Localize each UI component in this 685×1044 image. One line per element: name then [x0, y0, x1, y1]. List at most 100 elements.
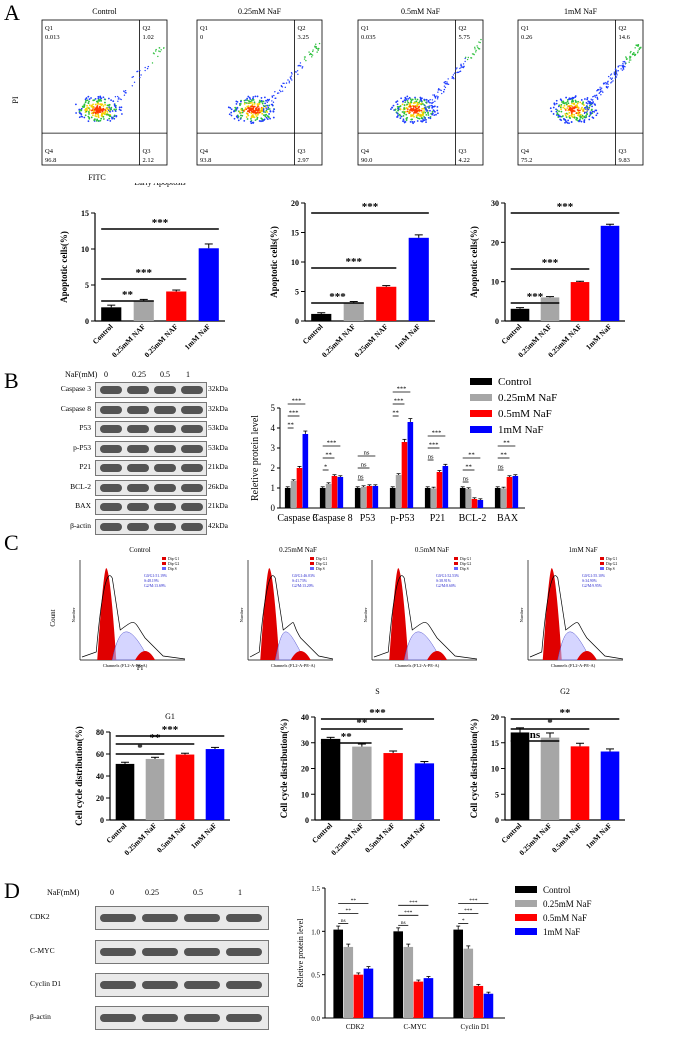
- flow-dot: [119, 109, 122, 112]
- flow-dot: [585, 111, 587, 114]
- flow-dot: [583, 116, 586, 119]
- flow-dot: [256, 116, 259, 119]
- blot-d-protein-label: Cyclin D1: [30, 979, 62, 988]
- cycle-histogram-line: [529, 575, 624, 660]
- flow-dot: [588, 106, 591, 109]
- flow-dot: [268, 113, 271, 115]
- blot-band: [181, 405, 203, 414]
- bar-g2: [510, 732, 530, 820]
- flow-dot: [309, 53, 311, 56]
- flow-dot: [402, 100, 404, 103]
- flow-dot: [572, 106, 574, 109]
- flow-dot: [411, 108, 414, 111]
- y-tick-label: 10: [491, 278, 499, 287]
- blot-d-row: Cyclin D1: [25, 973, 280, 997]
- flow-dot: [99, 96, 102, 98]
- flow-dot: [405, 107, 408, 109]
- flow-dot: [429, 115, 432, 118]
- flow-dot: [113, 108, 116, 111]
- blot-b-header: NaF(mM): [65, 370, 98, 379]
- flow-dot: [104, 98, 107, 101]
- significance-label: **: [122, 289, 134, 301]
- cycle-legend-swatch: [310, 557, 314, 560]
- flow-dot: [613, 71, 616, 73]
- flow-dot: [281, 90, 284, 92]
- flow-dot: [592, 102, 594, 105]
- flow-dot: [403, 121, 406, 124]
- flow-dot: [420, 115, 423, 118]
- flow-dot: [589, 111, 592, 114]
- flow-dot: [592, 96, 594, 98]
- flow-dot: [107, 97, 110, 100]
- flow-dot: [613, 73, 616, 76]
- flow-dot: [615, 72, 618, 75]
- cycle-legend-swatch: [310, 567, 314, 570]
- blot-band: [184, 914, 220, 922]
- flow-dot: [594, 94, 596, 97]
- flow-dot: [638, 48, 641, 51]
- flow-dot: [88, 108, 91, 111]
- bar-protein_b: [465, 489, 472, 508]
- flow-dot: [287, 79, 289, 81]
- flow-dot: [317, 49, 319, 52]
- panel-label-b: B: [4, 368, 19, 393]
- y-tick-label: 0: [495, 317, 499, 326]
- significance-label: ***: [409, 900, 418, 906]
- flow-dot: [235, 100, 238, 103]
- flow-dot: [580, 108, 583, 110]
- y-axis-label-early: Apoptotic cells(%): [59, 231, 69, 303]
- bar-g1: [205, 749, 225, 820]
- flow-dot: [278, 92, 280, 94]
- flow-dot: [100, 117, 103, 120]
- flow-dot: [581, 106, 583, 109]
- flow-dot: [271, 104, 274, 107]
- flow-dot: [106, 119, 109, 122]
- flow-q2-label: Q2: [143, 25, 151, 32]
- flow-dot: [87, 102, 90, 104]
- x-category-label: C-MYC: [404, 1023, 427, 1031]
- flow-dot: [97, 112, 99, 114]
- flow-dot: [573, 110, 576, 113]
- blot-band: [100, 405, 122, 414]
- flow-dot: [614, 74, 617, 77]
- flow-dot: [94, 98, 97, 100]
- blot-band: [100, 444, 122, 453]
- flow-dot: [559, 105, 562, 108]
- x-tick-label: Control: [499, 322, 523, 346]
- flow-dot: [249, 120, 252, 123]
- blot-b-row: BCL-2 26kDa: [45, 479, 260, 496]
- flow-dot: [229, 107, 232, 109]
- flow-dot: [86, 99, 89, 102]
- blot-band: [154, 386, 176, 394]
- flow-dot: [104, 101, 106, 104]
- significance-label: ***: [557, 201, 574, 213]
- flow-dot: [452, 74, 455, 76]
- flow-dot: [616, 70, 618, 72]
- legend-label: 0.25mM NaF: [498, 392, 557, 404]
- flow-dot: [416, 98, 419, 101]
- flow-dot: [396, 100, 399, 103]
- flow-dot: [93, 118, 96, 121]
- flow-dot: [435, 113, 437, 116]
- flow-dot: [398, 113, 401, 116]
- significance-label: ns: [530, 729, 541, 741]
- x-tick-label: 0.25mM NaF: [517, 821, 553, 857]
- flow-dot: [104, 103, 107, 106]
- bar-protein_b: [500, 488, 507, 508]
- y-tick-label: 1.5: [311, 885, 320, 893]
- significance-label: **: [465, 464, 472, 471]
- flow-dot: [254, 95, 257, 98]
- flow-dot: [429, 98, 431, 101]
- flow-dot: [78, 110, 81, 113]
- flow-dot: [109, 120, 112, 122]
- cycle-plot-title: 0.5mM NaF: [415, 546, 449, 554]
- significance-label: **: [341, 731, 353, 743]
- flow-dot: [418, 117, 421, 120]
- y-axis-label-protein_d: Reletive protein level: [296, 918, 305, 988]
- blot-band: [100, 425, 122, 433]
- flow-dot: [589, 114, 592, 116]
- blot-b-membrane: [95, 401, 207, 418]
- flow-dot: [272, 110, 275, 113]
- flow-dot: [586, 97, 589, 99]
- flow-dot: [114, 110, 117, 113]
